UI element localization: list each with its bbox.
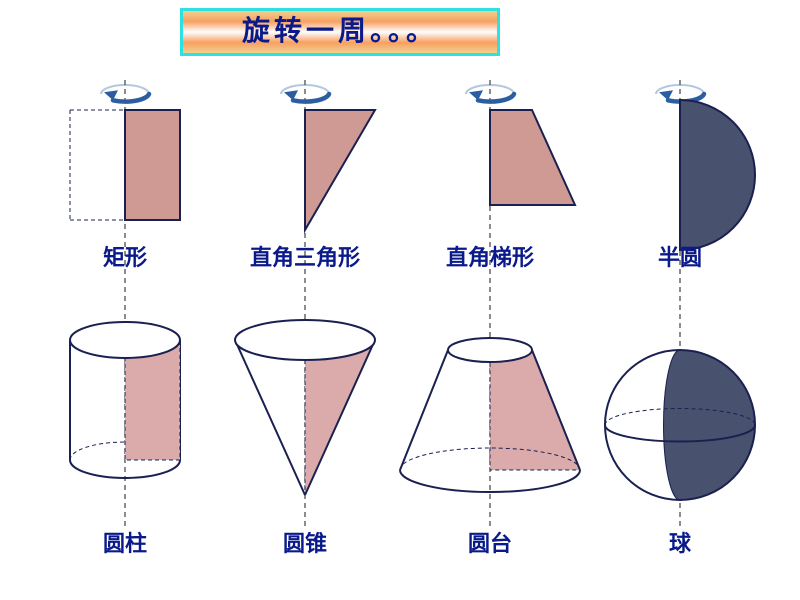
solids-row: [70, 320, 755, 500]
solid-label-1: 圆锥: [225, 526, 385, 558]
solid-label-3: 球: [600, 526, 760, 558]
rotation-arrows: [101, 85, 704, 102]
flat-shape-label-1: 直角三角形: [225, 240, 385, 272]
flat-shapes-row: [70, 100, 755, 250]
diagram-canvas: [0, 0, 800, 600]
flat-shape-label-0: 矩形: [45, 240, 205, 272]
flat-shape-label-2: 直角梯形: [410, 240, 570, 272]
solid-label-0: 圆柱: [45, 526, 205, 558]
flat-shape-label-3: 半圆: [600, 240, 760, 272]
solid-label-2: 圆台: [410, 526, 570, 558]
